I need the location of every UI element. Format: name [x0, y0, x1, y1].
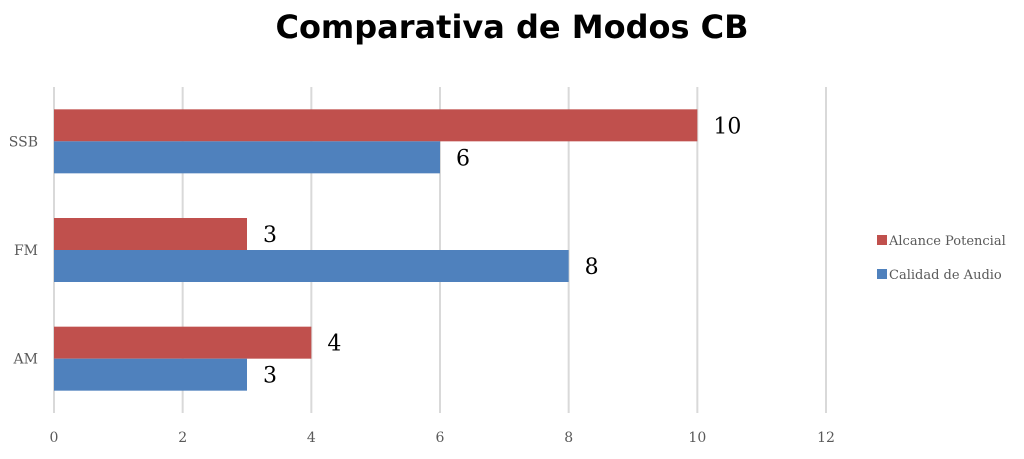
data-label: 8 [585, 255, 599, 280]
legend-label: Calidad de Audio [889, 268, 1002, 283]
legend-swatch [877, 235, 887, 245]
x-tick-label: 0 [50, 430, 59, 446]
x-tick-label: 4 [307, 430, 316, 446]
bar-calidad-de-audio [54, 250, 569, 282]
bar-calidad-de-audio [54, 358, 247, 391]
bar-alcance-potencial [54, 218, 247, 250]
x-tick-label: 12 [817, 430, 835, 446]
y-tick-label: SSB [9, 134, 38, 150]
data-label: 3 [263, 364, 277, 389]
legend-swatch [877, 269, 887, 279]
legend-label: Alcance Potencial [888, 234, 1006, 249]
bar-alcance-potencial [54, 109, 698, 142]
chart-title: Comparativa de Modos CB [275, 8, 749, 46]
data-label: 10 [713, 114, 741, 139]
bar-calidad-de-audio [54, 141, 440, 174]
data-label: 6 [456, 146, 470, 171]
data-label: 4 [327, 332, 341, 357]
x-tick-label: 2 [178, 430, 187, 446]
y-tick-label: FM [14, 243, 38, 259]
y-tick-label: AM [13, 352, 38, 368]
x-tick-label: 6 [436, 430, 445, 446]
x-tick-label: 10 [688, 430, 706, 446]
x-tick-label: 8 [564, 430, 573, 446]
bar-alcance-potencial [54, 326, 312, 359]
data-label: 3 [263, 223, 277, 248]
